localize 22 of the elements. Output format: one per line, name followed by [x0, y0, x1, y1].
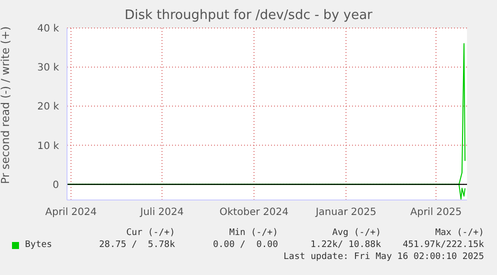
legend-label: Bytes [24, 239, 54, 251]
text: 1.22k/ 10.88k [310, 239, 381, 251]
x-tick-label: April 2024 [45, 207, 97, 218]
text: Max (-/+) [434, 227, 484, 239]
text: 28.75 / 5.78k [98, 239, 175, 251]
text: Min (-/+) [228, 227, 278, 239]
y-tick-label: 0 [52, 180, 59, 191]
x-tick-label: Oktober 2024 [220, 207, 288, 218]
y-axis-title: Pr second read (-) / write (+) [0, 26, 12, 184]
chart-title: Disk throughput for /dev/sdc - by year [124, 8, 374, 23]
x-tick-label: Januar 2025 [314, 207, 376, 218]
text: 451.97k/222.15k [402, 239, 484, 251]
text: Cur (-/+) [125, 227, 175, 239]
y-tick-label: 20 k [37, 102, 60, 113]
text: Last update: Fri May 16 02:00:10 2025 [282, 251, 484, 263]
text: Avg (-/+) [331, 227, 381, 239]
x-tick-label: April 2025 [410, 207, 462, 218]
y-tick-label: 10 k [37, 140, 60, 152]
y-tick-label: 40 k [37, 24, 60, 35]
y-tick-label: 30 k [37, 62, 60, 74]
x-tick-label: Juli 2024 [139, 207, 184, 218]
text: 0.00 / 0.00 [212, 239, 278, 251]
